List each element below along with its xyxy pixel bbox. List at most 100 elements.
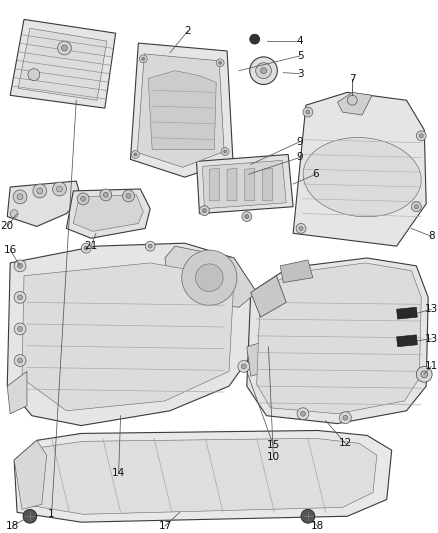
- Circle shape: [343, 415, 348, 420]
- Circle shape: [17, 194, 23, 200]
- Polygon shape: [337, 92, 372, 115]
- Circle shape: [14, 260, 26, 272]
- Circle shape: [134, 153, 137, 156]
- Circle shape: [61, 45, 67, 51]
- Polygon shape: [18, 28, 107, 100]
- Circle shape: [23, 510, 37, 523]
- Polygon shape: [245, 168, 254, 201]
- Polygon shape: [227, 168, 237, 201]
- Text: 9: 9: [297, 136, 304, 147]
- Circle shape: [182, 250, 237, 305]
- Polygon shape: [10, 19, 116, 108]
- Circle shape: [414, 205, 418, 209]
- Circle shape: [103, 192, 108, 197]
- Circle shape: [53, 182, 67, 196]
- Polygon shape: [22, 438, 377, 514]
- Polygon shape: [7, 181, 81, 227]
- Polygon shape: [22, 263, 234, 411]
- Polygon shape: [7, 243, 257, 425]
- Circle shape: [299, 227, 303, 230]
- Circle shape: [221, 148, 229, 156]
- Text: 17: 17: [159, 521, 172, 531]
- Polygon shape: [197, 155, 293, 214]
- Polygon shape: [262, 168, 272, 201]
- Text: 10: 10: [267, 452, 280, 462]
- Text: 9: 9: [297, 152, 304, 163]
- Text: 8: 8: [428, 231, 434, 241]
- Circle shape: [13, 190, 27, 204]
- Circle shape: [10, 209, 18, 217]
- Text: 21: 21: [85, 241, 98, 251]
- Circle shape: [297, 408, 309, 419]
- Polygon shape: [251, 276, 286, 317]
- Text: 6: 6: [312, 169, 319, 179]
- Circle shape: [250, 34, 260, 44]
- Circle shape: [14, 354, 26, 366]
- Circle shape: [37, 188, 43, 194]
- Circle shape: [216, 59, 224, 67]
- Text: 13: 13: [424, 304, 438, 314]
- Circle shape: [306, 110, 310, 114]
- Circle shape: [57, 41, 71, 55]
- Circle shape: [238, 360, 250, 373]
- Circle shape: [417, 366, 432, 382]
- Polygon shape: [14, 440, 47, 510]
- Text: 2: 2: [184, 26, 191, 36]
- Circle shape: [145, 241, 155, 251]
- Circle shape: [411, 202, 421, 212]
- Circle shape: [250, 57, 277, 84]
- Circle shape: [261, 68, 266, 74]
- Polygon shape: [247, 258, 428, 424]
- Text: 18: 18: [6, 521, 19, 531]
- Polygon shape: [247, 342, 266, 376]
- Circle shape: [242, 212, 252, 222]
- Polygon shape: [148, 71, 216, 150]
- Circle shape: [241, 364, 246, 369]
- Circle shape: [347, 95, 357, 105]
- Circle shape: [421, 371, 427, 378]
- Circle shape: [195, 264, 223, 292]
- Circle shape: [18, 358, 22, 363]
- Polygon shape: [138, 54, 224, 167]
- Ellipse shape: [303, 138, 421, 217]
- Circle shape: [339, 412, 351, 424]
- Circle shape: [18, 327, 22, 332]
- Polygon shape: [293, 92, 426, 246]
- Circle shape: [419, 134, 423, 138]
- Text: 20: 20: [1, 221, 14, 231]
- Circle shape: [417, 131, 426, 141]
- Polygon shape: [131, 43, 233, 177]
- Circle shape: [14, 323, 26, 335]
- Circle shape: [301, 510, 315, 523]
- Circle shape: [142, 58, 145, 60]
- Text: 4: 4: [297, 36, 304, 46]
- Text: 14: 14: [112, 468, 125, 478]
- Circle shape: [245, 215, 249, 219]
- Text: 16: 16: [4, 245, 17, 255]
- Circle shape: [57, 186, 63, 192]
- Circle shape: [202, 209, 206, 213]
- Circle shape: [14, 292, 26, 303]
- Circle shape: [148, 244, 152, 248]
- Circle shape: [18, 263, 22, 268]
- Circle shape: [219, 61, 222, 64]
- Circle shape: [303, 107, 313, 117]
- Circle shape: [224, 150, 226, 153]
- Circle shape: [33, 184, 47, 198]
- Polygon shape: [14, 431, 392, 522]
- Polygon shape: [202, 160, 286, 209]
- Text: 7: 7: [349, 74, 356, 84]
- Text: 5: 5: [297, 51, 304, 61]
- Polygon shape: [209, 168, 219, 201]
- Text: 15: 15: [267, 440, 280, 450]
- Circle shape: [77, 193, 89, 205]
- Polygon shape: [67, 189, 150, 238]
- Circle shape: [28, 69, 40, 80]
- Polygon shape: [397, 307, 417, 319]
- Circle shape: [123, 190, 134, 202]
- Text: 3: 3: [297, 69, 304, 79]
- Polygon shape: [165, 246, 257, 307]
- Text: 12: 12: [339, 438, 352, 448]
- Text: 11: 11: [424, 361, 438, 372]
- Circle shape: [139, 55, 147, 63]
